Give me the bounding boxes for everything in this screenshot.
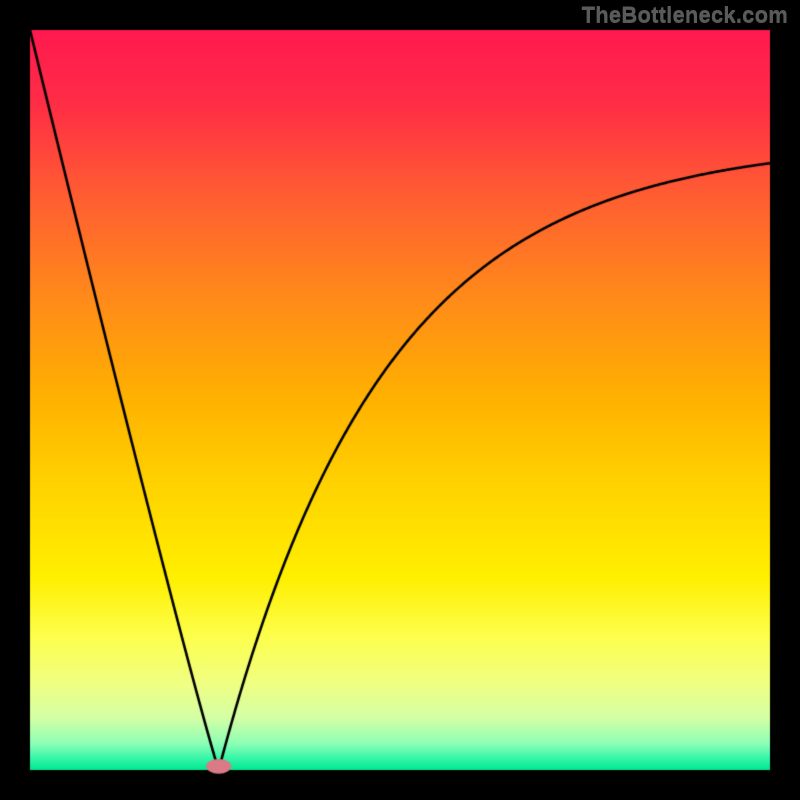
chart-root: TheBottleneck.com bbox=[0, 0, 800, 800]
chart-canvas bbox=[0, 0, 800, 800]
